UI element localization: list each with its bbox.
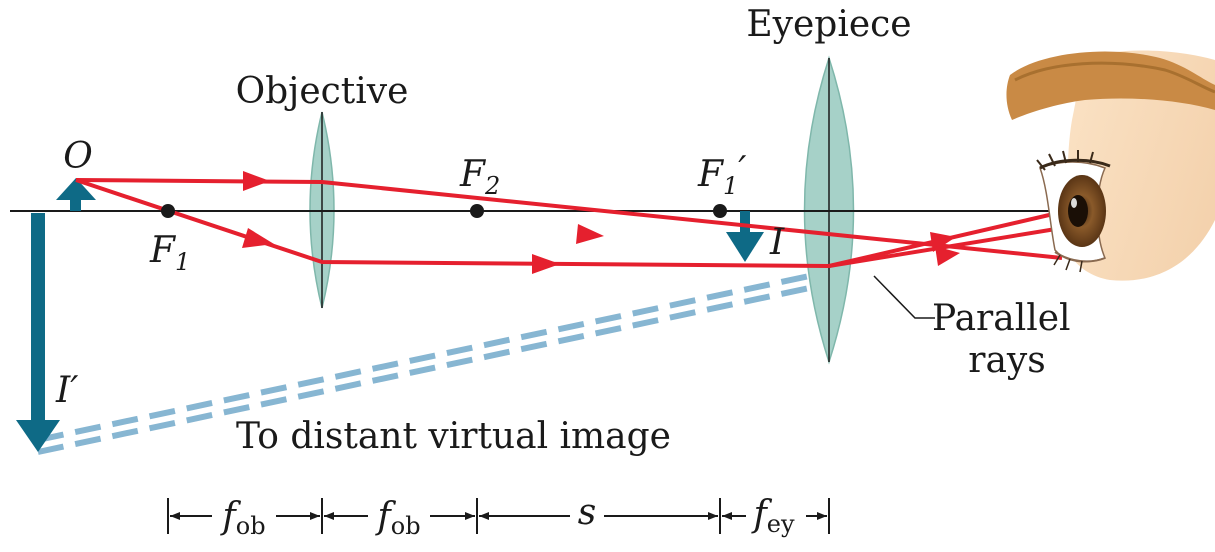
ray-arrowhead (532, 254, 560, 274)
f1-prime-label: F1′ (697, 150, 746, 200)
dimension-bar: fob fob s fey (167, 492, 830, 540)
f1-label: F1 (149, 230, 190, 276)
ray-parallel-through-f2 (75, 178, 1063, 260)
ray-arrowheads (242, 171, 960, 274)
virtual-image-arrow (16, 213, 60, 452)
object-label: O (63, 136, 93, 177)
parallel-rays-leader (873, 275, 935, 319)
virtual-image-caption: To distant virtual image (236, 416, 671, 457)
parallel-rays-label: Parallel rays (932, 298, 1082, 381)
focal-point-f2 (470, 204, 484, 218)
focal-point-f1-prime (713, 204, 727, 218)
object-arrow (56, 178, 96, 211)
virtual-image-label: I′ (55, 370, 78, 411)
red-rays (75, 178, 1063, 268)
image-label: I (769, 222, 785, 263)
ray-arrowhead (935, 246, 960, 266)
ray-arrowhead (243, 171, 270, 191)
ray-arrowhead (576, 224, 604, 244)
virtual-rays (37, 269, 829, 455)
ray-eyepiece-to-eye-lower (828, 226, 1063, 268)
virtual-ray-lower (37, 281, 829, 455)
ray-arrowhead (242, 228, 274, 248)
real-image-arrow (726, 211, 764, 262)
dim-label-f-ob-2: fob (374, 496, 420, 540)
objective-label: Objective (236, 71, 409, 112)
dim-label-s: s (578, 492, 596, 533)
focal-point-f1 (161, 204, 175, 218)
dim-label-f-ob-1: fob (219, 496, 265, 540)
eye-icon (1006, 50, 1215, 552)
eyepiece-label: Eyepiece (746, 4, 911, 45)
f2-label: F2 (459, 154, 500, 200)
virtual-ray-upper (37, 269, 829, 443)
dim-label-f-ey: fey (750, 494, 795, 538)
